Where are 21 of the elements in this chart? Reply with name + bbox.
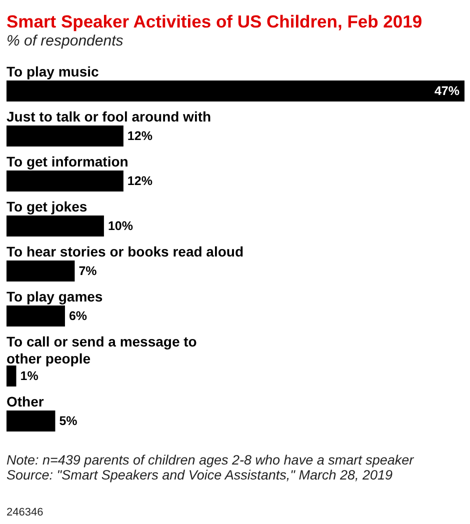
- chart-title: Smart Speaker Activities of US Children, Feb 2019: [6, 12, 422, 32]
- y-tick-label: Other: [6, 394, 44, 410]
- y-tick-label: To play games: [6, 288, 103, 304]
- y-tick-label: To call or send a message to other people: [6, 334, 197, 366]
- text: 246346: [6, 506, 44, 518]
- data-label: 47%: [434, 84, 460, 98]
- text: Note: n=439 parents of children ages 2-8 who have a smart speaker: [6, 452, 414, 468]
- y-tick-label: To play music: [6, 64, 100, 80]
- y-tick-label: To get information: [6, 154, 128, 170]
- y-tick-label: To get jokes: [6, 198, 88, 214]
- data-label: 12%: [127, 174, 152, 188]
- y-tick-label: To hear stories or books read aloud: [6, 244, 244, 260]
- data-label: 12%: [127, 129, 152, 143]
- y-tick-label: Just to talk or fool around with: [6, 108, 212, 124]
- data-label: 6%: [68, 309, 88, 323]
- source-note: Source: "Smart Speakers and Voice Assistants," March 28, 2019: [6, 468, 394, 482]
- data-label: 7%: [78, 264, 97, 278]
- data-label: 5%: [59, 414, 78, 428]
- data-label: 10%: [108, 219, 133, 233]
- chart-subtitle: % of respondents: [6, 32, 124, 50]
- data-label: 1%: [20, 369, 38, 383]
